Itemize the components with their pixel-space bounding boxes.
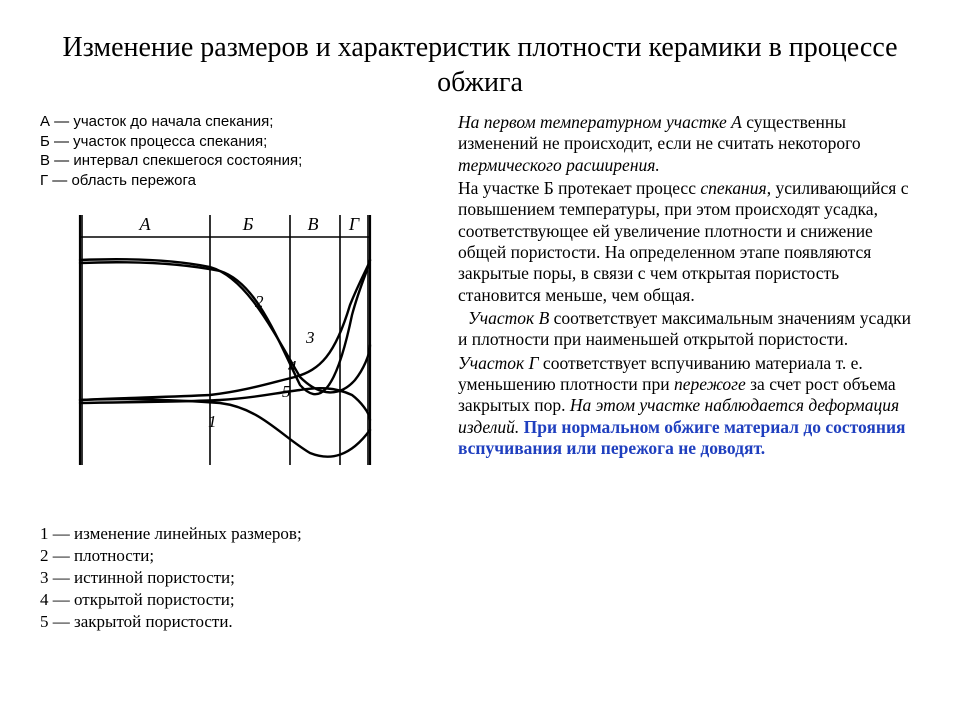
svg-text:3: 3 [305, 328, 315, 347]
diagram: А Б В Г 1 2 34 5 [60, 205, 390, 485]
svg-text:4: 4 [288, 357, 297, 376]
svg-text:Б: Б [242, 214, 254, 234]
paragraph-4: Участок Г соответствует вспучиванию мате… [458, 353, 920, 460]
legend-region-a: А — участок до начала спекания; [40, 112, 440, 132]
svg-text:5: 5 [282, 382, 291, 401]
legend-curve-5: 5 — закрытой пористости. [40, 611, 440, 633]
two-column-layout: А — участок до начала спекания; Б — учас… [40, 112, 920, 633]
region-legend: А — участок до начала спекания; Б — учас… [40, 112, 440, 190]
paragraph-3: Участок В соответствует максимальным зна… [458, 308, 920, 351]
p1-term: термического расширения. [458, 155, 660, 175]
page-title: Изменение размеров и характеристик плотн… [40, 30, 920, 100]
paragraph-1: На первом температурном участке А сущест… [458, 112, 920, 176]
svg-text:А: А [139, 214, 152, 234]
svg-text:В: В [308, 214, 319, 234]
left-column: А — участок до начала спекания; Б — учас… [40, 112, 440, 633]
p4-term: пережоге [674, 374, 746, 394]
legend-curve-1: 1 — изменение линейных размеров; [40, 523, 440, 545]
svg-text:1: 1 [208, 412, 217, 431]
paragraph-2: На участке Б протекает процесс спекания,… [458, 178, 920, 306]
p2-lead: На участке Б протекает процесс [458, 178, 700, 198]
curve-legend: 1 — изменение линейных размеров; 2 — пло… [40, 523, 440, 633]
legend-curve-4: 4 — открытой пористости; [40, 589, 440, 611]
p3-lead: Участок В [468, 308, 549, 328]
svg-text:Г: Г [348, 214, 360, 234]
legend-curve-2: 2 — плотности; [40, 545, 440, 567]
legend-curve-3: 3 — истинной пористости; [40, 567, 440, 589]
p4-lead: Участок Г [458, 353, 543, 373]
p2-term: спекания [700, 178, 766, 198]
legend-region-v: В — интервал спекшегося состояния; [40, 151, 440, 171]
p1-lead: На первом температурном участке А [458, 112, 742, 132]
p4-bold-blue: При нормальном обжиге материал до состоя… [458, 417, 906, 458]
right-column: На первом температурном участке А сущест… [458, 112, 920, 633]
svg-text:2: 2 [255, 292, 264, 311]
diagram-svg: А Б В Г 1 2 34 5 [60, 205, 390, 485]
legend-region-b: Б — участок процесса спекания; [40, 132, 440, 152]
legend-region-g: Г — область пережога [40, 171, 440, 191]
